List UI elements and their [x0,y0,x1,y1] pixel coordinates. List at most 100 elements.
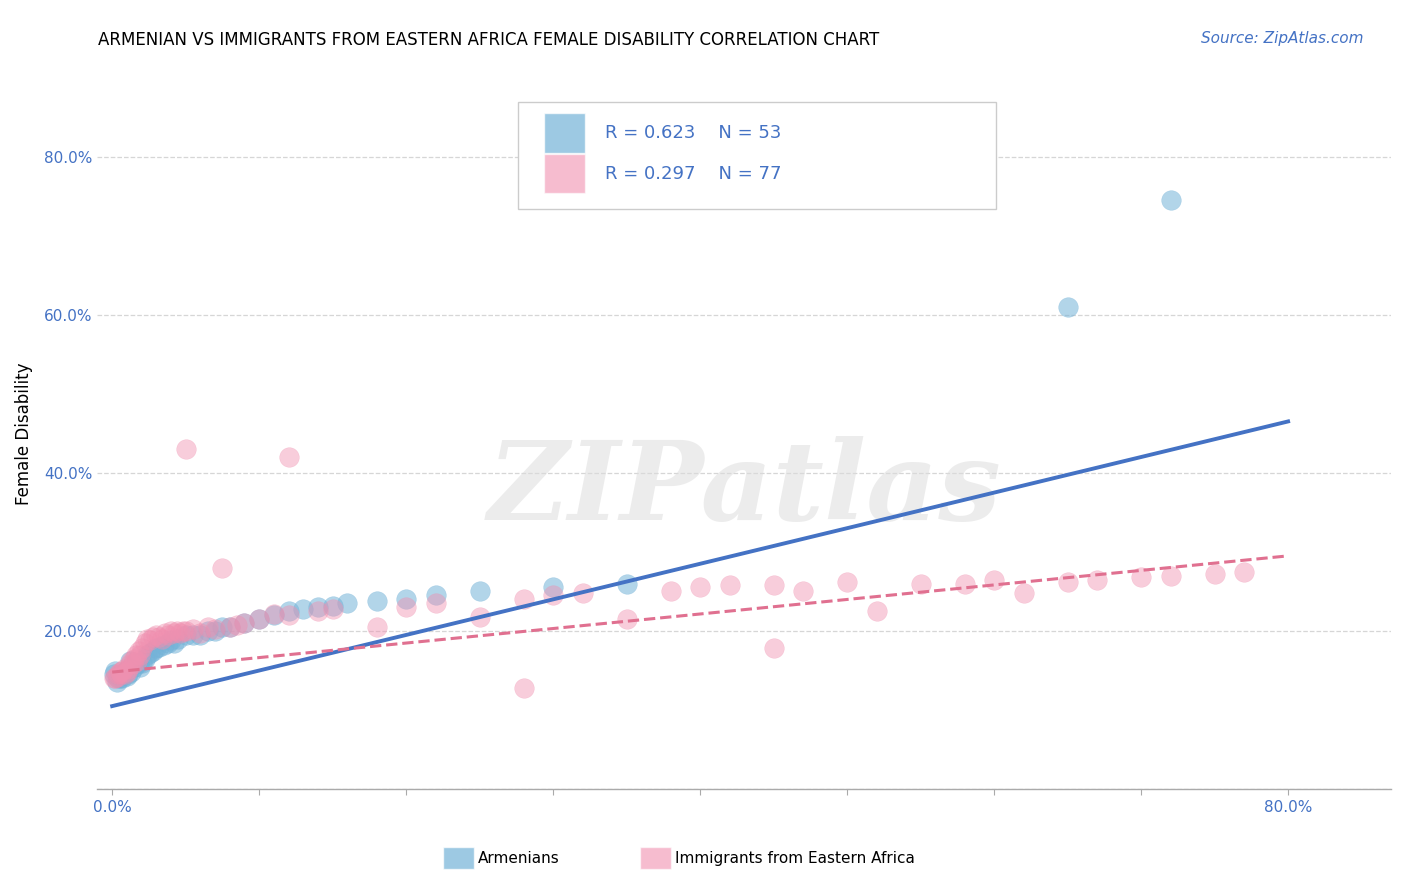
Point [983,573,1005,587]
Y-axis label: Female Disability: Female Disability [15,362,32,505]
Point [142,630,165,644]
Point [107,672,129,686]
Point [172,624,194,638]
Point [1056,574,1078,589]
Point [277,604,299,618]
Point [247,612,270,626]
Point [114,665,136,679]
Point [910,576,932,591]
Point [125,648,148,662]
Text: ZIPatlas: ZIPatlas [488,436,1001,544]
Point [659,584,682,599]
Point [616,576,638,591]
Point [148,630,170,644]
Point [157,636,180,650]
Point [169,625,191,640]
Point [111,664,134,678]
Point [163,625,186,640]
Point [181,623,204,637]
Point [112,667,135,681]
Point [174,442,197,456]
Point [160,624,183,638]
Point [110,667,132,681]
Point [865,604,887,618]
Point [1160,193,1182,207]
Point [103,667,125,681]
Point [118,654,141,668]
Point [105,670,128,684]
Point [103,672,125,686]
Point [129,648,152,662]
Point [139,633,162,648]
Point [134,636,156,650]
Point [513,592,536,607]
Point [226,617,249,632]
Point [153,625,176,640]
Point [468,609,491,624]
Text: Immigrants from Eastern Africa: Immigrants from Eastern Africa [675,851,915,865]
Point [111,672,134,686]
Point [108,665,131,679]
Point [762,578,785,592]
Point [166,624,188,638]
Bar [544,113,585,153]
Point [104,672,127,686]
Point [134,651,156,665]
Point [1130,570,1153,584]
Point [792,584,814,599]
Point [105,675,128,690]
Point [837,574,859,589]
Point [118,657,141,672]
Point [108,672,131,686]
Point [395,600,418,615]
Point [190,625,212,640]
Point [128,644,150,658]
Point [322,599,344,613]
Point [139,646,162,660]
Point [197,620,219,634]
Point [953,576,976,591]
Point [129,659,152,673]
Point [1233,565,1256,579]
Point [513,681,536,695]
Point [322,602,344,616]
FancyBboxPatch shape [517,103,997,209]
Text: R = 0.623    N = 53: R = 0.623 N = 53 [605,124,780,142]
Point [263,607,285,621]
Bar [544,154,585,193]
Point [136,648,159,662]
Point [1160,568,1182,582]
Text: ARMENIAN VS IMMIGRANTS FROM EASTERN AFRICA FEMALE DISABILITY CORRELATION CHART: ARMENIAN VS IMMIGRANTS FROM EASTERN AFRI… [98,31,880,49]
Point [336,596,359,610]
Point [122,659,145,673]
Point [142,644,165,658]
Point [120,654,142,668]
Point [160,633,183,648]
Point [163,636,186,650]
Point [218,620,240,634]
Point [145,628,167,642]
Point [204,624,226,638]
Point [122,651,145,665]
Point [125,657,148,672]
Point [233,616,256,631]
Point [136,632,159,646]
Point [218,620,240,634]
Point [1085,573,1108,587]
Point [395,592,418,607]
Point [204,623,226,637]
Point [307,600,329,615]
Point [211,620,233,634]
Point [131,656,153,670]
Point [541,588,564,602]
Point [145,641,167,656]
Point [121,657,143,672]
Point [167,632,190,646]
Point [211,560,233,574]
Point [307,604,329,618]
Point [689,581,711,595]
Point [112,662,135,676]
Point [571,586,593,600]
Point [190,628,212,642]
Point [127,654,149,668]
